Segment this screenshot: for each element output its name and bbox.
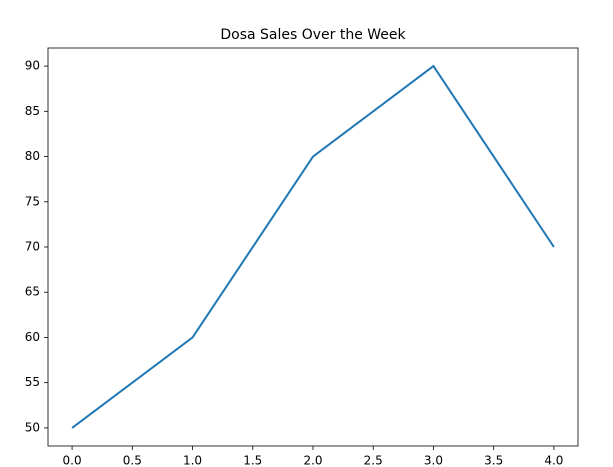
y-tick-label: 70 bbox=[25, 240, 40, 254]
x-tick-label: 0.5 bbox=[123, 454, 142, 467]
y-tick-label: 85 bbox=[25, 104, 40, 118]
y-tick-label: 80 bbox=[25, 149, 40, 163]
x-tick-label: 3.5 bbox=[484, 454, 503, 467]
plot-frame bbox=[47, 47, 579, 447]
line bbox=[71, 64, 555, 429]
x-tick-label: 1.5 bbox=[243, 454, 262, 467]
y-tick-label: 65 bbox=[25, 285, 40, 299]
x-tick-label: 2.5 bbox=[364, 454, 383, 467]
y-tick-label: 90 bbox=[25, 59, 40, 73]
y-tick-label: 75 bbox=[25, 194, 40, 208]
x-tick-label: 0.0 bbox=[63, 454, 82, 467]
x-tick-label: 1.0 bbox=[183, 454, 202, 467]
y-tick-label: 50 bbox=[25, 420, 40, 434]
chart-title: Dosa Sales Over the Week bbox=[220, 27, 406, 43]
x-tick-label: 2.0 bbox=[303, 454, 322, 467]
x-tick-label: 3.0 bbox=[424, 454, 443, 467]
y-tick-label: 55 bbox=[25, 375, 40, 389]
y-tick-label: 60 bbox=[25, 330, 40, 344]
x-tick-label: 4.0 bbox=[544, 454, 563, 467]
